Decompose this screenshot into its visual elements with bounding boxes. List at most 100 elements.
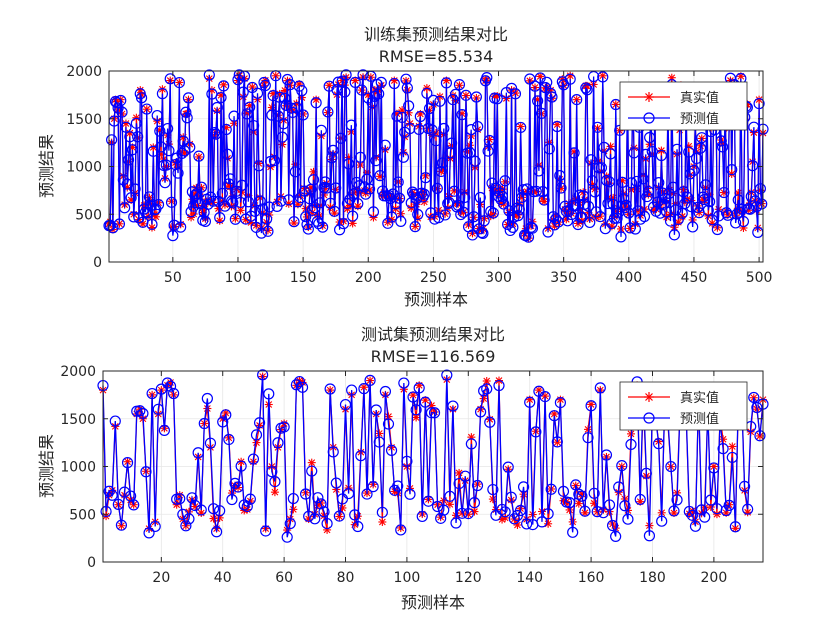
test-actual-point	[289, 505, 298, 514]
test-pred-point	[754, 430, 766, 442]
train-pred-point	[457, 206, 469, 218]
train-pred-point	[750, 201, 763, 213]
train-pred-point	[698, 193, 710, 206]
train-actual-point	[187, 213, 196, 222]
test-pred-point	[404, 488, 416, 500]
test-pred-point	[128, 499, 140, 511]
train-pred-point	[253, 160, 265, 172]
train-pred-point	[135, 92, 148, 104]
test-pred-point	[613, 481, 625, 493]
test-actual-point	[587, 400, 596, 409]
train-pred-point	[754, 183, 766, 195]
train-pred-point	[326, 152, 338, 164]
train-pred-point	[573, 189, 585, 201]
test-x-tick-label: 160	[578, 570, 605, 586]
train-pred-point	[629, 223, 641, 235]
train-y-axis-label: 预测结果	[37, 134, 56, 198]
test-pred-point	[296, 381, 309, 393]
train-pred-point	[203, 69, 215, 81]
test-actual-point	[728, 442, 737, 451]
train-pred-point	[732, 194, 744, 206]
train-x-tick-label: 100	[225, 270, 252, 286]
test-pred-point	[634, 493, 646, 506]
train-pred-point	[343, 158, 355, 170]
train-pred-point	[208, 126, 221, 139]
train-pred-point	[584, 216, 596, 229]
train-pred-point	[366, 97, 378, 109]
test-pred-point	[567, 526, 579, 538]
train-pred-point	[679, 197, 691, 210]
train-pred-point	[310, 97, 322, 109]
test-pred-point	[324, 383, 336, 395]
train-actual-point	[219, 80, 228, 89]
train-pred-point	[447, 93, 459, 106]
test-pred-point	[594, 382, 606, 394]
train-pred-point	[251, 87, 264, 99]
test-pred-point	[729, 521, 741, 533]
test-pred-point	[263, 388, 275, 400]
test-actual-point	[719, 435, 728, 444]
train-x-tick-label: 200	[355, 270, 382, 286]
train-pred-point	[395, 215, 407, 228]
train-pred-point	[401, 82, 413, 94]
test-pred-point	[453, 477, 465, 490]
test-y-tick-label: 1500	[60, 412, 96, 428]
test-pred-point	[327, 446, 339, 458]
train-pred-point	[328, 205, 340, 217]
train-pred-point	[469, 155, 481, 167]
test-pred-point	[293, 375, 306, 388]
train-y-tick-label: 2000	[66, 64, 102, 80]
train-pred-point	[419, 172, 432, 184]
train-pred-point	[439, 209, 451, 221]
train-pred-point	[165, 196, 178, 208]
test-pred-point	[355, 450, 367, 462]
train-pred-point	[694, 142, 707, 154]
train-pred-point	[436, 157, 449, 169]
test-pred-point	[726, 451, 738, 464]
test-pred-point	[505, 491, 517, 503]
test-legend-marker-pred	[643, 412, 655, 424]
test-pred-point	[217, 416, 229, 428]
train-pred-point	[476, 226, 488, 239]
train-pred-point	[275, 195, 287, 207]
train-pred-point	[430, 135, 442, 147]
test-pred-point	[342, 487, 355, 500]
train-pred-point	[589, 186, 601, 198]
test-pred-point	[456, 507, 468, 519]
train-pred-point	[655, 149, 667, 162]
train-pred-point	[594, 210, 606, 223]
train-y-tick-label: 500	[75, 207, 102, 223]
test-pred-point	[521, 518, 533, 530]
test-pred-point	[244, 493, 256, 505]
test-pred-point	[551, 436, 563, 448]
test-actual-point	[513, 521, 522, 529]
test-actual-point	[307, 458, 316, 467]
train-pred-point	[517, 184, 529, 196]
train-pred-point	[586, 175, 598, 187]
train-pred-point	[345, 119, 357, 131]
train-pred-point	[702, 204, 714, 216]
train-pred-point	[433, 212, 445, 224]
train-pred-point	[224, 173, 236, 185]
train-pred-point	[485, 205, 497, 217]
test-pred-point	[121, 457, 134, 469]
test-pred-point	[232, 481, 244, 493]
train-pred-point	[611, 212, 623, 224]
train-axis-ticks: 50 100 150 200 250 300 350 400 450 500 0 500 1000 150…	[66, 64, 772, 286]
train-pred-point	[749, 195, 761, 207]
test-pred-point	[376, 506, 388, 518]
test-pred-point	[250, 429, 263, 441]
train-pred-point	[195, 181, 208, 193]
train-pred-point	[554, 170, 566, 182]
test-pred-point	[474, 406, 487, 418]
train-pred-point	[577, 190, 589, 202]
test-pred-point	[174, 493, 186, 505]
train-pred-point	[180, 106, 192, 118]
train-pred-point	[512, 210, 524, 222]
test-pred-point	[742, 503, 754, 515]
test-pred-point	[315, 498, 327, 510]
train-pred-point	[602, 197, 614, 210]
train-pred-point	[240, 213, 252, 225]
test-pred-point	[287, 492, 299, 505]
test-pred-point	[168, 387, 180, 400]
